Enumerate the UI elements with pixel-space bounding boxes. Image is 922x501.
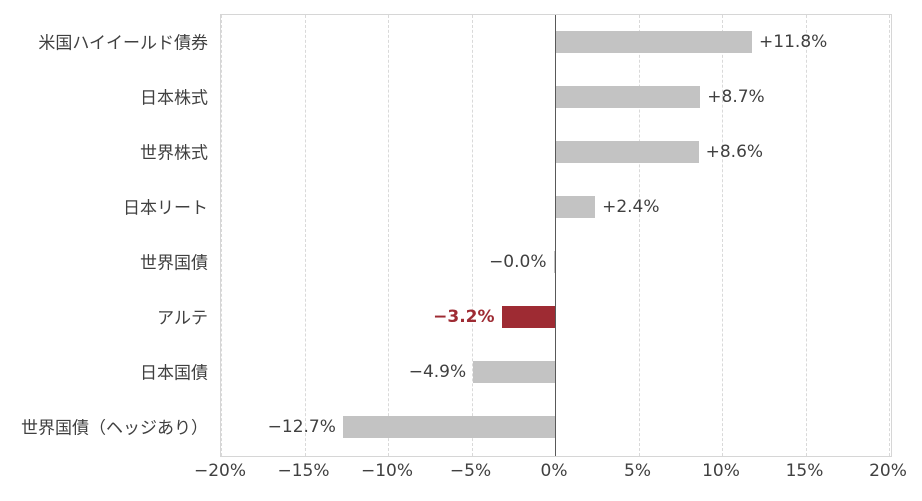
value-label: −3.2% [433, 306, 495, 327]
category-label: 日本株式 [140, 88, 208, 109]
category-label: 日本国債 [140, 363, 208, 384]
value-label: −4.9% [408, 361, 467, 382]
category-label: 米国ハイイールド債券 [38, 33, 208, 54]
category-axis: 米国ハイイールド債券日本株式世界株式日本リート世界国債アルテ日本国債世界国債（ヘ… [0, 14, 208, 455]
zero-axis-line [555, 15, 556, 456]
value-label: +2.4% [602, 197, 660, 218]
bar [473, 360, 555, 383]
vertical-gridline [889, 15, 890, 456]
category-label: 世界国債 [140, 253, 208, 274]
bar [342, 415, 555, 438]
value-label: +8.6% [705, 142, 764, 163]
bar [553, 250, 555, 273]
bar [555, 141, 699, 164]
x-axis: −20% −15% −10% −5% 0% 5% 10% 15% 20% [194, 461, 907, 489]
value-label: +8.7% [707, 87, 765, 108]
plot-area: +11.8% +8.7% +8.6% +2.4% −0.0% −3.2% −4.9% −12.… [220, 14, 892, 457]
x-tick-label: 5% [624, 461, 651, 481]
category-label: 日本リート [123, 198, 208, 219]
category-label: 世界国債（ヘッジあり） [21, 418, 208, 439]
bar [555, 31, 753, 54]
category-label: アルテ [157, 308, 208, 329]
x-tick-label: 10% [702, 461, 740, 481]
vertical-gridline [805, 15, 807, 456]
vertical-gridline [471, 15, 473, 456]
x-tick-label: 20% [869, 461, 907, 481]
bar [555, 196, 596, 219]
x-tick-label: 0% [540, 461, 568, 481]
x-tick-label: 15% [785, 461, 824, 481]
vertical-gridline [304, 15, 306, 456]
x-tick-label: −20% [193, 461, 247, 481]
vertical-gridline [388, 15, 389, 456]
value-label: +11.8% [759, 32, 828, 53]
x-tick-label: −5% [449, 461, 492, 481]
value-label: −0.0% [489, 251, 547, 272]
vertical-gridline [221, 15, 222, 456]
vertical-gridline [638, 15, 640, 456]
x-tick-label: −10% [360, 461, 414, 481]
value-label: −12.7% [267, 416, 336, 437]
vertical-gridline [722, 15, 723, 456]
x-tick-label: −15% [277, 461, 330, 481]
bar [555, 86, 701, 109]
category-label: 世界株式 [140, 143, 208, 164]
bar-highlight [501, 305, 555, 328]
